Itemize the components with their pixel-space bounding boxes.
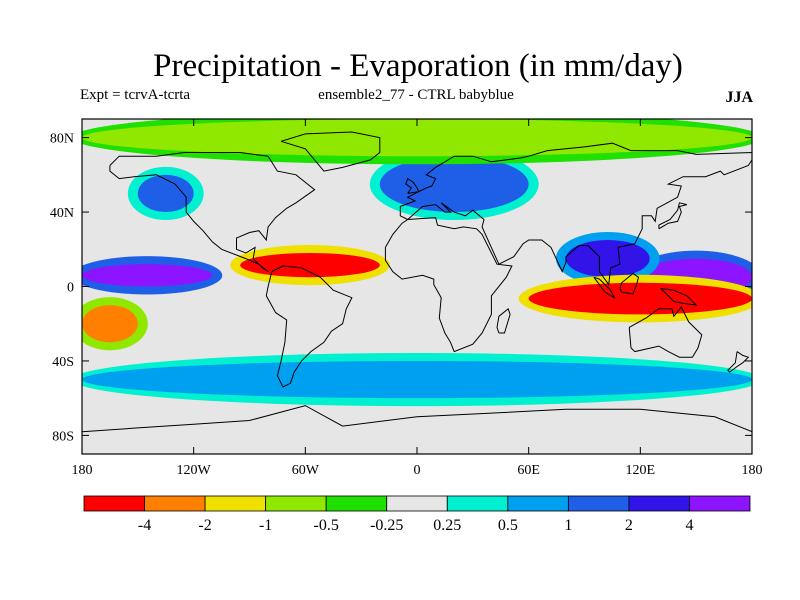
colorbar-swatch	[144, 495, 206, 512]
chart-season-label: JJA	[725, 89, 753, 106]
coastline-japan	[658, 202, 688, 230]
y-tick-label: 80N	[50, 132, 74, 147]
precip-evap-field	[82, 119, 752, 407]
field-region	[82, 305, 138, 343]
x-tick-label: 180	[742, 463, 763, 478]
field-region	[82, 360, 752, 399]
x-tick-label: 180	[72, 463, 93, 478]
coastlines	[82, 131, 752, 433]
colorbar-label: -0.25	[370, 517, 403, 534]
colorbar: -4 -2 -1 -0.5 -0.25 0.25 0.5 1 2 4	[83, 495, 751, 534]
colorbar-label: 1	[564, 517, 572, 534]
y-tick-label: 40N	[50, 206, 74, 221]
colorbar-label: -4	[138, 517, 151, 534]
colorbar-label: 2	[625, 517, 633, 534]
colorbar-swatch	[204, 495, 267, 512]
y-axis: 80N 40N 0 40S 80S	[50, 132, 752, 444]
colorbar-label: -0.5	[314, 517, 339, 534]
x-tick-label: 120W	[177, 463, 212, 478]
colorbar-swatch	[507, 495, 569, 512]
coastline-sumatra	[593, 276, 616, 300]
coastline-uk	[405, 177, 420, 194]
colorbar-swatch	[325, 495, 388, 512]
colorbar-swatch	[386, 495, 448, 512]
coastline-africa	[384, 217, 513, 353]
x-tick-label: 60E	[517, 463, 540, 478]
colorbar-swatch	[83, 495, 145, 512]
x-tick-label: 0	[414, 463, 421, 478]
coastline-eurasia	[399, 142, 752, 286]
colorbar-label: 0.25	[433, 517, 461, 534]
field-region	[137, 174, 194, 213]
colorbar-swatch	[265, 495, 327, 512]
chart-subtitle-center: ensemble2_77 - CTRL babyblue	[318, 87, 514, 103]
coastline-madagascar	[496, 307, 511, 334]
field-region	[565, 239, 650, 278]
field-region	[528, 282, 752, 315]
colorbar-label: 0.5	[498, 517, 518, 534]
chart-title: Precipitation - Evaporation (in mm/day)	[153, 48, 683, 84]
coastline-antarctica	[82, 405, 752, 433]
colorbar-swatch	[446, 495, 509, 512]
coastline-borneo	[619, 272, 640, 295]
colorbar-swatch	[689, 495, 751, 512]
coastline-southAmerica	[265, 265, 353, 388]
coastline-greenland	[280, 131, 381, 172]
colorbar-swatch	[628, 495, 690, 512]
y-tick-label: 40S	[52, 355, 74, 370]
colorbar-label: 4	[685, 517, 693, 534]
field-region	[240, 253, 380, 278]
x-axis: 180 120W 60W 0 60E 120E 180	[72, 119, 763, 478]
x-tick-label: 120E	[626, 463, 656, 478]
colorbar-swatch	[567, 495, 630, 512]
coastline-newGuinea	[660, 287, 698, 306]
field-region	[82, 264, 213, 287]
coastline-australia	[628, 306, 703, 358]
coastline-northAmerica	[109, 152, 316, 273]
y-tick-label: 0	[67, 281, 74, 296]
coastline-newZealand	[727, 351, 750, 373]
y-tick-label: 80S	[52, 429, 74, 444]
field-region	[379, 156, 529, 213]
colorbar-label: -1	[259, 517, 272, 534]
x-tick-label: 60W	[292, 463, 320, 478]
chart-subtitle-left: Expt = tcrvA-tcrta	[80, 87, 190, 103]
colorbar-label: -2	[198, 517, 211, 534]
